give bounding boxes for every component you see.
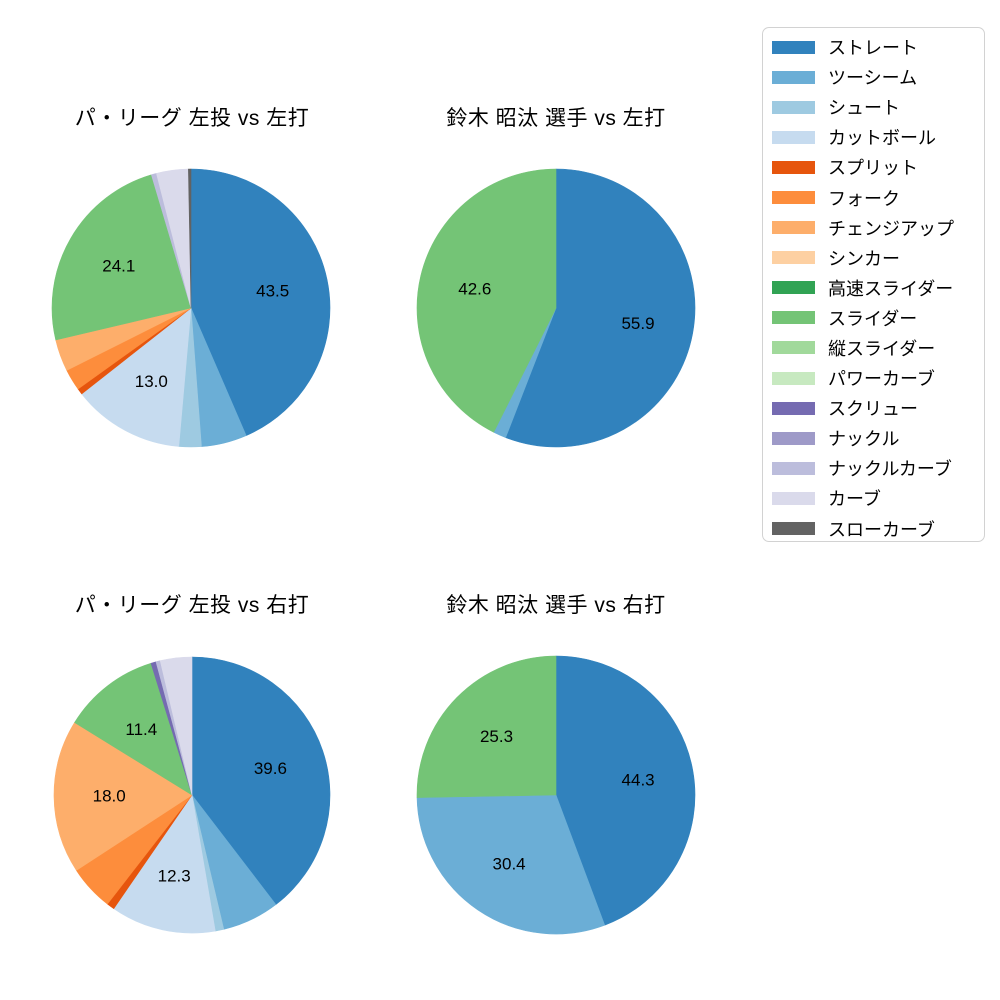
legend-swatch <box>772 311 815 325</box>
slice-value-label: 25.3 <box>480 727 513 746</box>
legend-item-label: カットボール <box>828 128 936 149</box>
legend-item: 高速スライダー <box>763 273 984 303</box>
legend-item-label: スプリット <box>828 158 918 179</box>
legend-swatch <box>772 401 815 415</box>
pie-slice-スライダー <box>51 174 192 341</box>
legend-item: ナックル <box>763 423 984 453</box>
pie-slice-ストレート <box>505 168 696 448</box>
legend-item-label: ツーシーム <box>828 68 918 89</box>
pie-chart-1: 43.5 13.0 24.1 <box>51 168 331 448</box>
pie-chart-3: 39.6 12.3 18.0 11.4 <box>53 656 331 934</box>
legend-item: シュート <box>763 92 984 122</box>
legend-item: フォーク <box>763 182 984 212</box>
legend-swatch <box>772 341 815 355</box>
legend-item: チェンジアップ <box>763 213 984 243</box>
legend-item-label: フォーク <box>828 188 900 209</box>
pie-slice-ストレート <box>190 168 331 436</box>
legend-item: ストレート <box>763 32 984 62</box>
legend-item-label: パワーカーブ <box>828 369 935 390</box>
legend-swatch <box>772 40 815 54</box>
legend-swatch <box>772 130 815 144</box>
legend-item-label: シンカー <box>828 248 900 269</box>
pie-slice-カーブ <box>159 656 193 796</box>
legend-swatch <box>772 100 815 114</box>
slice-value-label: 24.1 <box>102 257 135 276</box>
slice-value-label: 12.3 <box>158 866 191 885</box>
legend-item: 縦スライダー <box>763 333 984 363</box>
slice-value-label: 39.6 <box>254 759 287 778</box>
legend-swatch <box>772 221 815 235</box>
legend-item: ツーシーム <box>763 62 984 92</box>
legend-swatch <box>772 251 815 265</box>
legend-item-label: チェンジアップ <box>828 218 954 239</box>
slice-value-label: 13.0 <box>135 372 168 391</box>
slice-value-label: 42.6 <box>458 279 491 298</box>
legend-item-label: スライダー <box>828 308 918 329</box>
pie-slice-ツーシーム <box>416 794 606 935</box>
slice-value-label: 30.4 <box>493 855 526 874</box>
legend-swatch <box>772 431 815 445</box>
pie-slice-カットボール <box>81 307 192 447</box>
legend-item: スライダー <box>763 303 984 333</box>
pie-chart-4: 44.3 30.4 25.3 <box>416 655 696 935</box>
legend-swatch <box>772 491 815 505</box>
legend-item-label: ストレート <box>828 38 918 59</box>
pie-chart-2: 55.9 42.6 <box>416 168 696 448</box>
pie-slice-チェンジアップ <box>53 722 193 871</box>
chart-title-suzuki-vs-right: 鈴木 昭汰 選手 vs 右打 <box>446 594 666 617</box>
legend-swatch <box>772 371 815 385</box>
pie-slice-スライダー <box>74 662 193 796</box>
chart-title-suzuki-vs-left: 鈴木 昭汰 選手 vs 左打 <box>446 107 666 130</box>
legend-item-label: スクリュー <box>828 399 918 420</box>
legend-item-label: カーブ <box>828 489 881 510</box>
legend-swatch <box>772 522 815 536</box>
legend-item-label: 高速スライダー <box>828 278 954 299</box>
pie-slice-スライダー <box>416 655 557 798</box>
legend-item: カットボール <box>763 122 984 152</box>
legend-item: パワーカーブ <box>763 363 984 393</box>
legend-item: カーブ <box>763 483 984 513</box>
slice-value-label: 55.9 <box>621 314 654 333</box>
slice-value-label: 43.5 <box>256 282 289 301</box>
pie-slice-スライダー <box>416 168 557 433</box>
legend-item-label: ナックルカーブ <box>828 459 952 480</box>
legend-item-label: スローカーブ <box>828 519 935 540</box>
legend-item: シンカー <box>763 243 984 273</box>
legend-item: スプリット <box>763 152 984 182</box>
legend-item: スクリュー <box>763 393 984 423</box>
legend-swatch <box>772 70 815 84</box>
legend-swatch <box>772 281 815 295</box>
pie-slice-カットボール <box>113 794 216 934</box>
legend-item: スローカーブ <box>763 514 984 544</box>
legend-item-label: ナックル <box>828 429 900 450</box>
slice-value-label: 11.4 <box>125 720 157 739</box>
chart-title-pa-league-vs-left: パ・リーグ 左投 vs 左打 <box>74 107 310 130</box>
pie-slice-ストレート <box>555 655 696 926</box>
legend-swatch <box>772 461 815 475</box>
legend-swatch <box>772 160 815 174</box>
legend-item: ナックルカーブ <box>763 453 984 483</box>
legend-item-label: 縦スライダー <box>828 338 936 359</box>
chart-title-pa-league-vs-right: パ・リーグ 左投 vs 右打 <box>74 594 310 617</box>
slice-value-label: 18.0 <box>93 787 126 806</box>
pie-slice-ストレート <box>191 656 331 905</box>
slice-value-label: 44.3 <box>622 771 655 790</box>
pie-slice-スローカーブ <box>188 168 192 309</box>
legend: ストレートツーシームシュートカットボール スプリットフォークチェンジアップ シンカー… <box>762 27 985 542</box>
legend-item-label: シュート <box>828 98 900 119</box>
legend-swatch <box>772 191 815 205</box>
